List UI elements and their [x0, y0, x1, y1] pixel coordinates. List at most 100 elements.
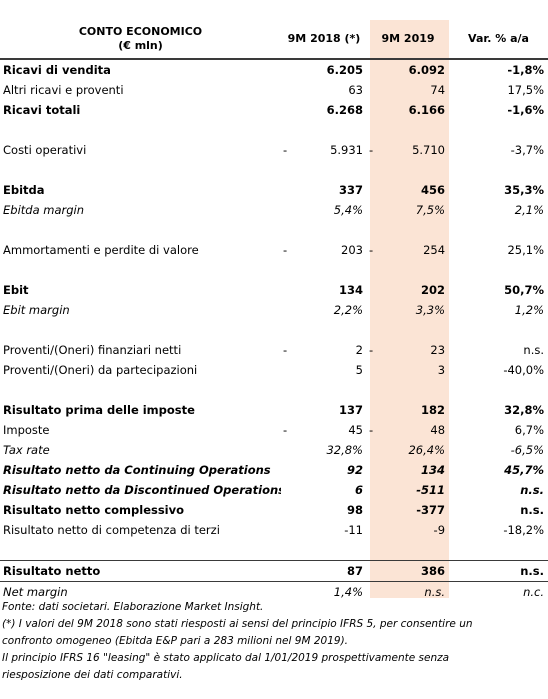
- minus-2018: -: [283, 423, 288, 437]
- table-row: Risultato prima delle imposte 137 182 32,8%: [0, 400, 548, 420]
- value-variation: n.s.: [520, 483, 545, 497]
- minus-2019: [367, 220, 381, 240]
- value-2018: 137: [338, 403, 363, 417]
- value-2018: [303, 540, 367, 561]
- value-2018: [303, 120, 367, 140]
- table-row: Ebitda 337 456 35,3%: [0, 180, 548, 200]
- value-2018: 87: [303, 560, 367, 582]
- value-variation: [449, 540, 548, 561]
- table-row: Altri ricavi e proventi 63 74 17,5%: [0, 80, 548, 100]
- value-2019: 5.710: [412, 143, 446, 157]
- row-label: Ebitda margin: [3, 203, 85, 217]
- table-header: CONTO ECONOMICO (€ mln) 9M 2018 (*) 9M 20…: [0, 20, 548, 60]
- value-variation: 6,7%: [514, 423, 545, 437]
- value-variation: 50,7%: [504, 283, 545, 297]
- minus-2018: [281, 440, 303, 460]
- value-2018: 2,2%: [333, 303, 363, 317]
- value-variation: [449, 220, 548, 240]
- row-label: [0, 320, 281, 340]
- value-2019: 26,4%: [408, 443, 446, 457]
- minus-2018: -: [283, 243, 288, 257]
- table-row: Costi operativi -5.931-5.710 -3,7%: [0, 140, 548, 160]
- table-row: Ebitda margin 5,4% 7,5% 2,1%: [0, 200, 548, 220]
- value-2019: 3,3%: [415, 303, 446, 317]
- row-label: Ebitda: [3, 183, 45, 197]
- table-row: [0, 320, 548, 340]
- minus-2018: [281, 120, 303, 140]
- value-variation: 17,5%: [507, 83, 545, 97]
- header-variation: Var. % a/a: [449, 20, 548, 60]
- table-row: Proventi/(Oneri) finanziari netti -2-23 n.…: [0, 340, 548, 360]
- minus-2019: [367, 520, 381, 540]
- minus-2018: [281, 280, 303, 300]
- value-2019: [381, 260, 449, 280]
- value-2018: 2: [355, 343, 363, 357]
- header-title: CONTO ECONOMICO: [78, 25, 203, 38]
- row-label: Ebit: [3, 283, 29, 297]
- value-variation: -3,7%: [510, 143, 545, 157]
- row-label: Net margin: [3, 585, 68, 599]
- minus-2019: -: [369, 143, 374, 157]
- minus-2019: [367, 100, 381, 120]
- minus-2019: [367, 200, 381, 220]
- value-2019: 134: [421, 463, 446, 477]
- value-2019: 48: [430, 423, 446, 437]
- minus-2018: [281, 160, 303, 180]
- row-label: Risultato prima delle imposte: [3, 403, 195, 417]
- minus-2018: [281, 80, 303, 100]
- row-label: Ammortamenti e perdite di valore: [3, 243, 199, 257]
- value-2019: 74: [430, 83, 446, 97]
- value-variation: [449, 260, 548, 280]
- minus-2019: [367, 120, 381, 140]
- value-variation: -1,6%: [507, 103, 545, 117]
- value-2018: 1,4%: [333, 585, 363, 599]
- footnote-line: riesposizione dei dati comparativi.: [2, 669, 183, 681]
- value-variation: [449, 120, 548, 140]
- value-2019: 7,5%: [415, 203, 446, 217]
- minus-2018: [281, 59, 303, 80]
- value-variation: n.s.: [520, 503, 545, 517]
- value-2018: 5: [355, 363, 363, 377]
- table-row: Risultato netto da Continuing Operations…: [0, 460, 548, 480]
- table-row: Tax rate 32,8% 26,4% -6,5%: [0, 440, 548, 460]
- row-label: [0, 220, 281, 240]
- value-2019: [381, 320, 449, 340]
- row-label: Risultato netto di competenza di terzi: [3, 523, 220, 537]
- value-2019: 456: [421, 183, 446, 197]
- minus-2018: [281, 560, 303, 582]
- table-row: [0, 160, 548, 180]
- value-variation: n.s.: [523, 343, 545, 357]
- value-2018: 6: [354, 483, 363, 497]
- row-label: Altri ricavi e proventi: [3, 83, 124, 97]
- table-row: Net margin 1,4% n.s. n.c.: [0, 582, 548, 603]
- value-2018: 92: [346, 463, 363, 477]
- header-2019: 9M 2019: [367, 20, 450, 60]
- value-2019: [381, 160, 449, 180]
- value-variation: 35,3%: [504, 183, 545, 197]
- value-variation: n.s.: [449, 560, 548, 582]
- row-label: Risultato netto complessivo: [3, 503, 185, 517]
- minus-2018: [281, 320, 303, 340]
- value-2018: [303, 160, 367, 180]
- minus-2019: [367, 500, 381, 520]
- value-2018: [303, 260, 367, 280]
- table-row: [0, 540, 548, 561]
- row-label: Proventi/(Oneri) da partecipazioni: [3, 363, 198, 377]
- table-row: Ebit 134 202 50,7%: [0, 280, 548, 300]
- minus-2019: [367, 260, 381, 280]
- table-row: Risultato netto complessivo 98 -377 n.s.: [0, 500, 548, 520]
- value-2019: n.s.: [424, 585, 446, 599]
- value-2019: 202: [421, 283, 446, 297]
- value-2018: -11: [344, 523, 363, 537]
- value-variation: -1,8%: [507, 63, 545, 77]
- value-2018: 98: [346, 503, 363, 517]
- value-variation: -18,2%: [503, 523, 545, 537]
- minus-2019: [367, 59, 381, 80]
- table-row: [0, 260, 548, 280]
- row-label: Risultato netto: [0, 560, 281, 582]
- value-2019: 386: [381, 560, 450, 582]
- minus-2019: [367, 380, 381, 400]
- value-2018: 6.268: [326, 103, 363, 117]
- value-variation: [449, 380, 548, 400]
- value-variation: 32,8%: [504, 403, 545, 417]
